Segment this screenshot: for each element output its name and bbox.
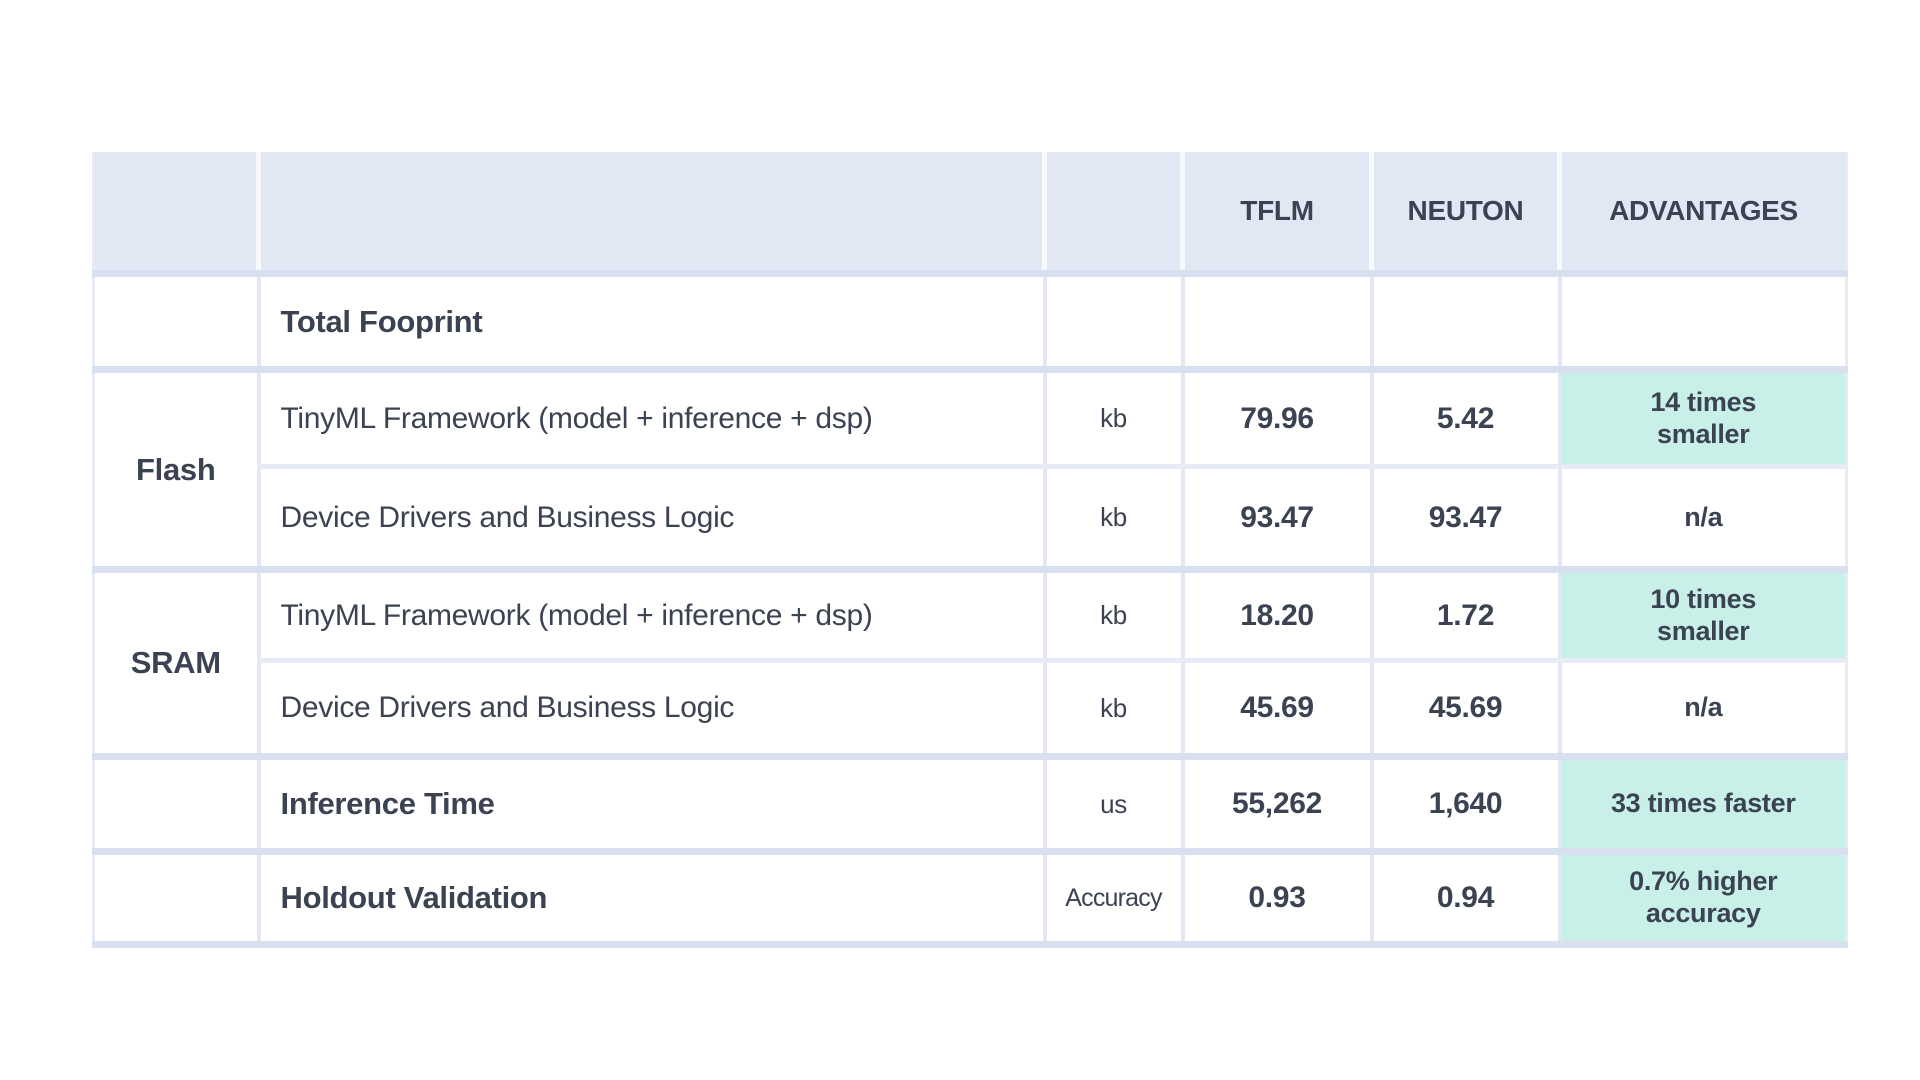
tflm-value: 18.20 — [1182, 569, 1374, 663]
tflm-value: 55,262 — [1182, 756, 1374, 855]
table-row-inference-time: Inference Time us 55,262 1,640 33 times … — [93, 756, 1847, 855]
neuton-value: 1.72 — [1371, 569, 1562, 663]
metric-label: Holdout Validation — [258, 851, 1047, 948]
advantage-cell: n/a — [1559, 660, 1847, 760]
metric-label: TinyML Framework (model + inference + ds… — [258, 369, 1047, 469]
header-cell-tflm: TFLM — [1182, 152, 1374, 277]
advantage-cell: n/a — [1559, 466, 1847, 573]
table-row-holdout-validation: Holdout Validation Accuracy 0.93 0.94 0.… — [93, 851, 1847, 948]
group-cell-flash: Flash — [93, 369, 261, 573]
group-cell-sram: SRAM — [93, 569, 261, 760]
neuton-value: 0.94 — [1371, 851, 1562, 948]
tflm-value: 45.69 — [1182, 660, 1374, 760]
advantage-badge: 0.7% higher accuracy — [1559, 851, 1847, 948]
metric-label: Inference Time — [258, 756, 1047, 855]
tflm-value: 0.93 — [1182, 851, 1374, 948]
unit-cell: kb — [1044, 466, 1185, 573]
table-row-sram-framework: SRAM TinyML Framework (model + inference… — [93, 569, 1847, 760]
header-cell-unit — [1044, 152, 1185, 277]
group-cell-empty — [93, 851, 261, 948]
table-row-total-footprint: Total Fooprint — [93, 273, 1847, 373]
neuton-value: 5.42 — [1371, 369, 1562, 469]
neuton-value — [1371, 273, 1562, 373]
comparison-table: TFLM NEUTON ADVANTAGES Total Fooprint Fl… — [92, 152, 1848, 948]
advantage-badge: 14 times smaller — [1559, 369, 1847, 469]
header-row: TFLM NEUTON ADVANTAGES — [93, 152, 1847, 277]
advantage-badge: 10 times smaller — [1559, 569, 1847, 663]
advantage-badge: 33 times faster — [1559, 756, 1847, 855]
tflm-value: 93.47 — [1182, 466, 1374, 573]
unit-cell: kb — [1044, 569, 1185, 663]
table-row-sram-drivers: Device Drivers and Business Logic kb 45.… — [94, 660, 1847, 760]
table-row-flash-framework: Flash TinyML Framework (model + inferenc… — [93, 369, 1847, 573]
neuton-value: 45.69 — [1371, 660, 1562, 760]
tflm-value — [1182, 273, 1374, 373]
unit-cell: us — [1044, 756, 1185, 855]
neuton-value: 1,640 — [1371, 756, 1562, 855]
unit-cell: kb — [1044, 369, 1185, 469]
header-cell-advantages: ADVANTAGES — [1559, 152, 1847, 277]
tflm-value: 79.96 — [1182, 369, 1374, 469]
header-cell-group — [93, 152, 261, 277]
metric-label: TinyML Framework (model + inference + ds… — [258, 569, 1047, 663]
group-cell-empty — [93, 756, 261, 855]
advantage-cell — [1559, 273, 1847, 373]
unit-cell: kb — [1044, 660, 1185, 760]
metric-label: Total Fooprint — [258, 273, 1047, 373]
header-cell-neuton: NEUTON — [1371, 152, 1562, 277]
neuton-value: 93.47 — [1371, 466, 1562, 573]
metric-label: Device Drivers and Business Logic — [258, 466, 1047, 573]
header-cell-metric — [258, 152, 1047, 277]
unit-cell — [1044, 273, 1185, 373]
group-cell-empty — [93, 273, 261, 373]
table-row-flash-drivers: Device Drivers and Business Logic kb 93.… — [94, 466, 1847, 573]
metric-label: Device Drivers and Business Logic — [258, 660, 1047, 760]
unit-cell: Accuracy — [1044, 851, 1185, 948]
